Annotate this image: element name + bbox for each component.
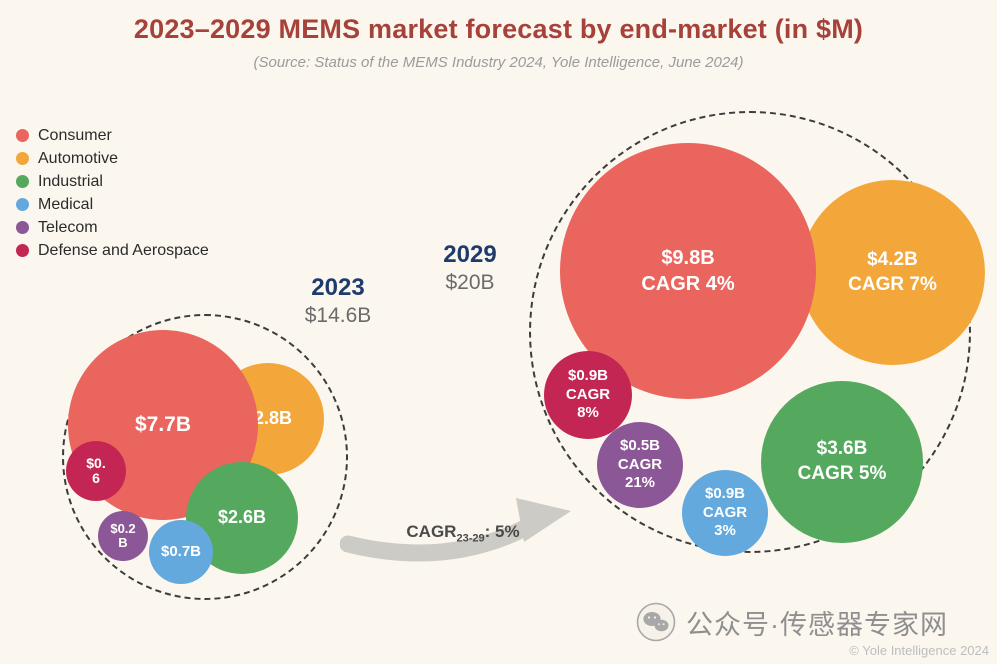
defense-dot-icon xyxy=(16,244,29,257)
year-block-2023: 2023 $14.6B xyxy=(288,274,388,328)
bubble-value: 6 xyxy=(92,470,100,486)
bubble-cagr: 3% xyxy=(714,522,736,540)
bubble-cagr: CAGR 5% xyxy=(797,463,887,484)
consumer-dot-icon xyxy=(16,129,29,142)
bubble-value: $0.7B xyxy=(160,543,202,561)
legend-label: Defense and Aerospace xyxy=(38,241,209,259)
legend-label: Consumer xyxy=(38,126,112,144)
bubble-value: $9.8B xyxy=(661,247,715,269)
watermark: 公众号·传感器专家网 xyxy=(636,602,948,642)
legend-item-telecom: Telecom xyxy=(16,216,209,239)
bubble-2029-industrial: $3.6B CAGR 5% xyxy=(761,381,923,543)
bubble-cagr: 8% xyxy=(577,404,599,422)
bubble-2023-medical: $0.7B xyxy=(149,520,213,584)
medical-dot-icon xyxy=(16,198,29,211)
cagr-value: : 5% xyxy=(484,522,520,541)
bubble-2029-telecom: $0.5B CAGR 21% xyxy=(597,422,683,508)
bubble-value: $0. xyxy=(86,454,106,471)
bubble-value: $3.6B xyxy=(816,438,868,460)
bubble-2029-consumer: $9.8B CAGR 4% xyxy=(560,143,816,399)
legend-label: Telecom xyxy=(38,218,98,236)
legend-label: Industrial xyxy=(38,172,103,190)
year-total-2023: $14.6B xyxy=(304,304,372,327)
legend: Consumer Automotive Industrial Medical T… xyxy=(16,124,209,262)
legend-item-consumer: Consumer xyxy=(16,124,209,147)
cluster-outline-2029 xyxy=(529,111,971,553)
bubble-2029-medical: $0.9B CAGR 3% xyxy=(682,470,768,556)
telecom-dot-icon xyxy=(16,221,29,234)
growth-arrow-icon xyxy=(340,498,571,562)
legend-item-industrial: Industrial xyxy=(16,170,209,193)
bubble-value: B xyxy=(118,535,128,550)
legend-item-automotive: Automotive xyxy=(16,147,209,170)
bubble-2023-defense: $0. 6 xyxy=(66,441,126,501)
bubble-2029-automotive: $4.2B CAGR 7% xyxy=(800,180,985,365)
automotive-dot-icon xyxy=(16,152,29,165)
bubble-cagr: CAGR 7% xyxy=(848,273,937,295)
cagr-subscript: 23-29 xyxy=(456,532,485,545)
watermark-text: 公众号·传感器专家网 xyxy=(686,609,948,640)
bubble-value: $4.2B xyxy=(867,248,918,270)
bubble-2029-defense: $0.9B CAGR 8% xyxy=(544,351,632,439)
bubble-cagr: CAGR xyxy=(617,455,663,473)
cluster-outline-2023 xyxy=(62,314,348,600)
year-block-2029: 2029 $20B xyxy=(425,241,515,295)
wechat-icon xyxy=(636,602,676,642)
year-label-2023: 2023 xyxy=(311,274,365,301)
bubble-value: $2.6B xyxy=(217,507,267,528)
bubble-value: $7.7B xyxy=(134,413,192,437)
legend-label: Automotive xyxy=(38,149,119,167)
industrial-dot-icon xyxy=(16,175,29,188)
legend-item-defense: Defense and Aerospace xyxy=(16,239,209,262)
bubble-value: $0.9B xyxy=(567,366,609,384)
year-total-2029: $20B xyxy=(445,271,495,294)
legend-item-medical: Medical xyxy=(16,193,209,216)
cagr-text: CAGR xyxy=(406,522,457,541)
bubble-value: $0.9B xyxy=(704,484,746,502)
cagr-annotation: CAGR23-29: 5% xyxy=(383,522,543,544)
bubble-value: $0.2 xyxy=(110,520,136,536)
bubble-value: $0.5B xyxy=(619,436,661,454)
bubble-cagr: CAGR xyxy=(702,503,748,521)
year-label-2029: 2029 xyxy=(443,241,497,268)
legend-label: Medical xyxy=(38,195,94,213)
bubble-cagr: 21% xyxy=(624,474,656,492)
copyright: © Yole Intelligence 2024 xyxy=(849,643,989,658)
bubble-cagr: CAGR 4% xyxy=(641,273,735,295)
chart-subtitle: (Source: Status of the MEMS Industry 202… xyxy=(253,54,744,71)
chart-title: 2023–2029 MEMS market forecast by end-ma… xyxy=(133,14,864,44)
bubble-cagr: CAGR xyxy=(565,385,611,403)
bubble-2023-telecom: $0.2 B xyxy=(98,511,148,561)
